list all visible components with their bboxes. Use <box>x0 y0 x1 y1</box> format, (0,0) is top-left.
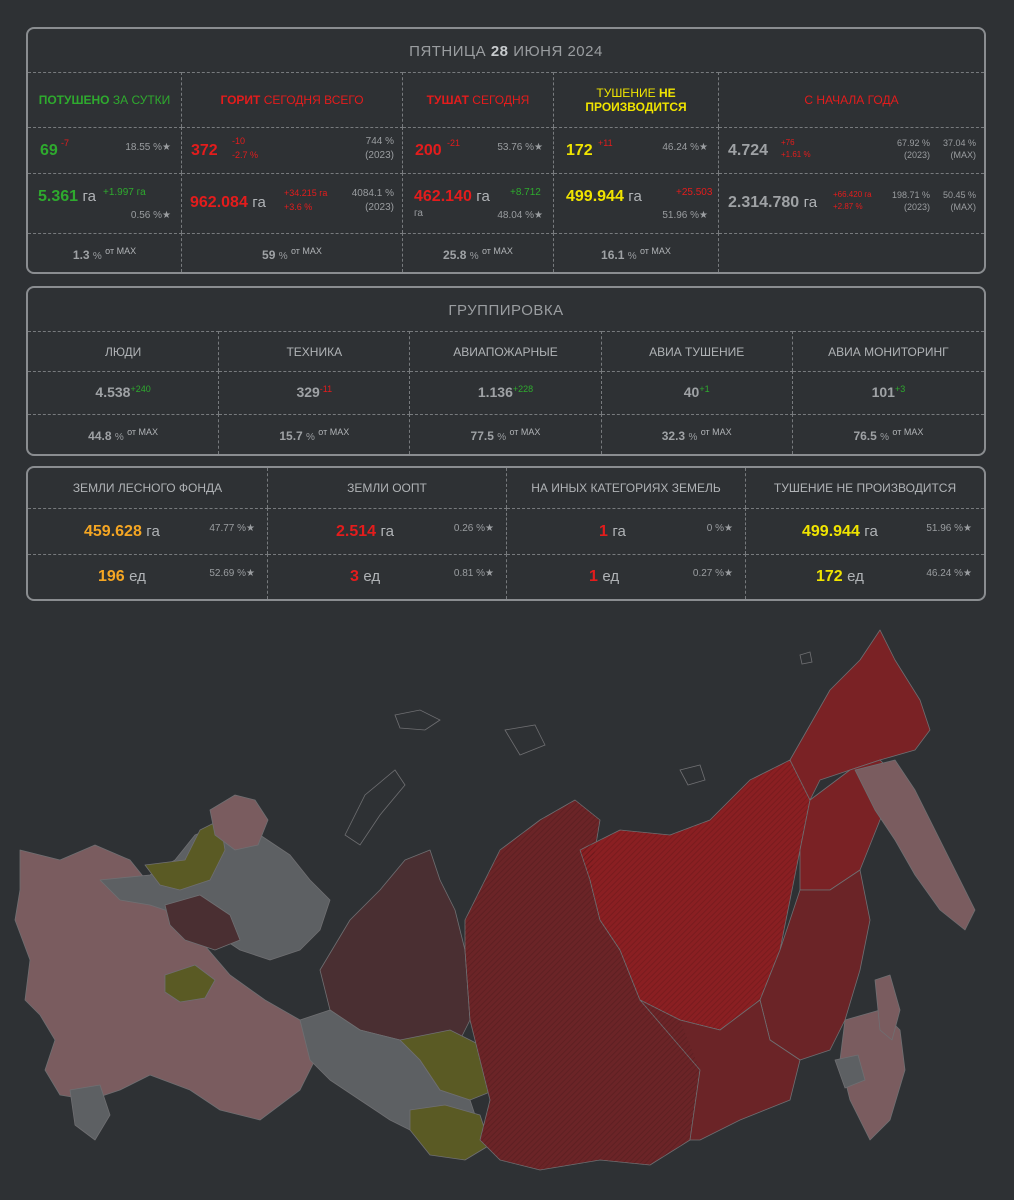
area-fighting: 462.140 га +8.712 га 48.04 %★ <box>403 173 554 233</box>
lands-panel: ЗЕМЛИ ЛЕСНОГО ФОНДА ЗЕМЛИ ООПТ НА ИНЫХ К… <box>26 466 986 601</box>
group-value-avia-monitoring: 101+3 <box>792 371 984 414</box>
lands-count-not-fought: 172 ед 46.24 %★ <box>746 554 984 599</box>
island-novaya-zemlya <box>344 769 406 846</box>
region-chukotka <box>789 629 931 801</box>
max-ytd <box>719 233 984 272</box>
header-not-fought: ТУШЕНИЕ НЕ ПРОИЗВОДИТСЯ <box>554 72 719 127</box>
lands-label-other: НА ИНЫХ КАТЕГОРИЯХ ЗЕМЕЛЬ <box>507 468 746 508</box>
region-kola <box>209 794 269 851</box>
russia-regions-map <box>14 629 976 1171</box>
region-south-olive-1 <box>399 1029 496 1101</box>
group-label-avia-monitoring: АВИА МОНИТОРИНГ <box>792 331 984 371</box>
group-value-machinery: 329-11 <box>219 371 411 414</box>
header-extinguished: ПОТУШЕНО ЗА СУТКИ <box>28 72 182 127</box>
region-jewish-ao <box>834 1054 866 1089</box>
group-pct-avia-monitoring: 76.5 % от MAX <box>792 414 984 454</box>
group-pct-machinery: 15.7 % от MAX <box>219 414 411 454</box>
group-label-aviafire: АВИАПОЖАРНЫЕ <box>410 331 602 371</box>
group-pct-aviafire: 77.5 % от MAX <box>410 414 602 454</box>
count-burning: 372 -10 -2.7 % 744 % (2023) <box>182 127 403 173</box>
island-wrangel <box>799 651 813 665</box>
lands-count-other: 1 ед 0.27 %★ <box>507 554 746 599</box>
region-arkhangelsk <box>164 894 241 951</box>
lands-label-oopt: ЗЕМЛИ ООПТ <box>268 468 507 508</box>
area-not-fought: 499.944 га +25.503 51.96 %★ <box>554 173 719 233</box>
date-title: ПЯТНИЦА 28 ИЮНЯ 2024 <box>409 43 603 60</box>
count-ytd: 4.724 +76 +1.61 % 67.92 % (2023) 37.04 %… <box>719 127 984 173</box>
lands-area-oopt: 2.514 га 0.26 %★ <box>268 508 507 554</box>
lands-area-forest: 459.628 га 47.77 %★ <box>28 508 268 554</box>
count-fighting: 200 -21 53.76 %★ <box>403 127 554 173</box>
max-extinguished: 1.3 % от MAX <box>28 233 182 272</box>
group-label-people: ЛЮДИ <box>28 331 220 371</box>
region-sakhalin <box>874 974 901 1041</box>
island-novosibirsk <box>679 764 706 786</box>
region-center-olive <box>164 964 216 1003</box>
group-title: ГРУППИРОВКА <box>448 302 564 319</box>
group-value-avia-extinguish: 40+1 <box>601 371 793 414</box>
area-ytd: 2.314.780 га +66.420 га +2.87 % 198.71 %… <box>719 173 984 233</box>
region-karelia <box>144 819 226 891</box>
fires-panel: ПЯТНИЦА 28 ИЮНЯ 2024 ПОТУШЕНО ЗА СУТКИ Г… <box>26 27 986 274</box>
lands-area-not-fought: 499.944 га 51.96 %★ <box>746 508 984 554</box>
group-panel: ГРУППИРОВКА ЛЮДИ ТЕХНИКА АВИАПОЖАРНЫЕ АВ… <box>26 286 986 456</box>
island-severnaya-zemlya <box>504 724 546 756</box>
max-fighting: 25.8 % от MAX <box>403 233 554 272</box>
island-franz-josef <box>394 709 441 731</box>
region-south-olive-2 <box>409 1104 491 1161</box>
lands-label-not-fought: ТУШЕНИЕ НЕ ПРОИЗВОДИТСЯ <box>773 481 957 495</box>
max-not-fought: 16.1 % от MAX <box>554 233 719 272</box>
header-ytd: С НАЧАЛА ГОДА <box>719 72 984 127</box>
lands-count-forest: 196 ед 52.69 %★ <box>28 554 268 599</box>
max-burning: 59 % от MAX <box>182 233 403 272</box>
group-label-avia-extinguish: АВИА ТУШЕНИЕ <box>601 331 793 371</box>
count-extinguished: 69 -7 18.55 %★ <box>28 127 182 173</box>
lands-area-other: 1 га 0 %★ <box>507 508 746 554</box>
header-burning: ГОРИТ СЕГОДНЯ ВСЕГО <box>182 72 403 127</box>
lands-count-oopt: 3 ед 0.81 %★ <box>268 554 507 599</box>
count-not-fought: 172 +11 46.24 %★ <box>554 127 719 173</box>
area-extinguished: 5.361 га +1.997 га 0.56 %★ <box>28 173 182 233</box>
header-fighting: ТУШАТ СЕГОДНЯ <box>403 72 554 127</box>
group-pct-avia-extinguish: 32.3 % от MAX <box>601 414 793 454</box>
region-kamchatka <box>854 759 976 931</box>
area-burning: 962.084 га +34.215 га +3.6 % 4084.1 % (2… <box>182 173 403 233</box>
region-south-grey <box>69 1084 111 1141</box>
lands-label-forest: ЗЕМЛИ ЛЕСНОГО ФОНДА <box>28 468 268 508</box>
group-label-machinery: ТЕХНИКА <box>219 331 411 371</box>
group-value-aviafire: 1.136+228 <box>410 371 602 414</box>
group-pct-people: 44.8 % от MAX <box>28 414 220 454</box>
group-value-people: 4.538+240 <box>28 371 220 414</box>
